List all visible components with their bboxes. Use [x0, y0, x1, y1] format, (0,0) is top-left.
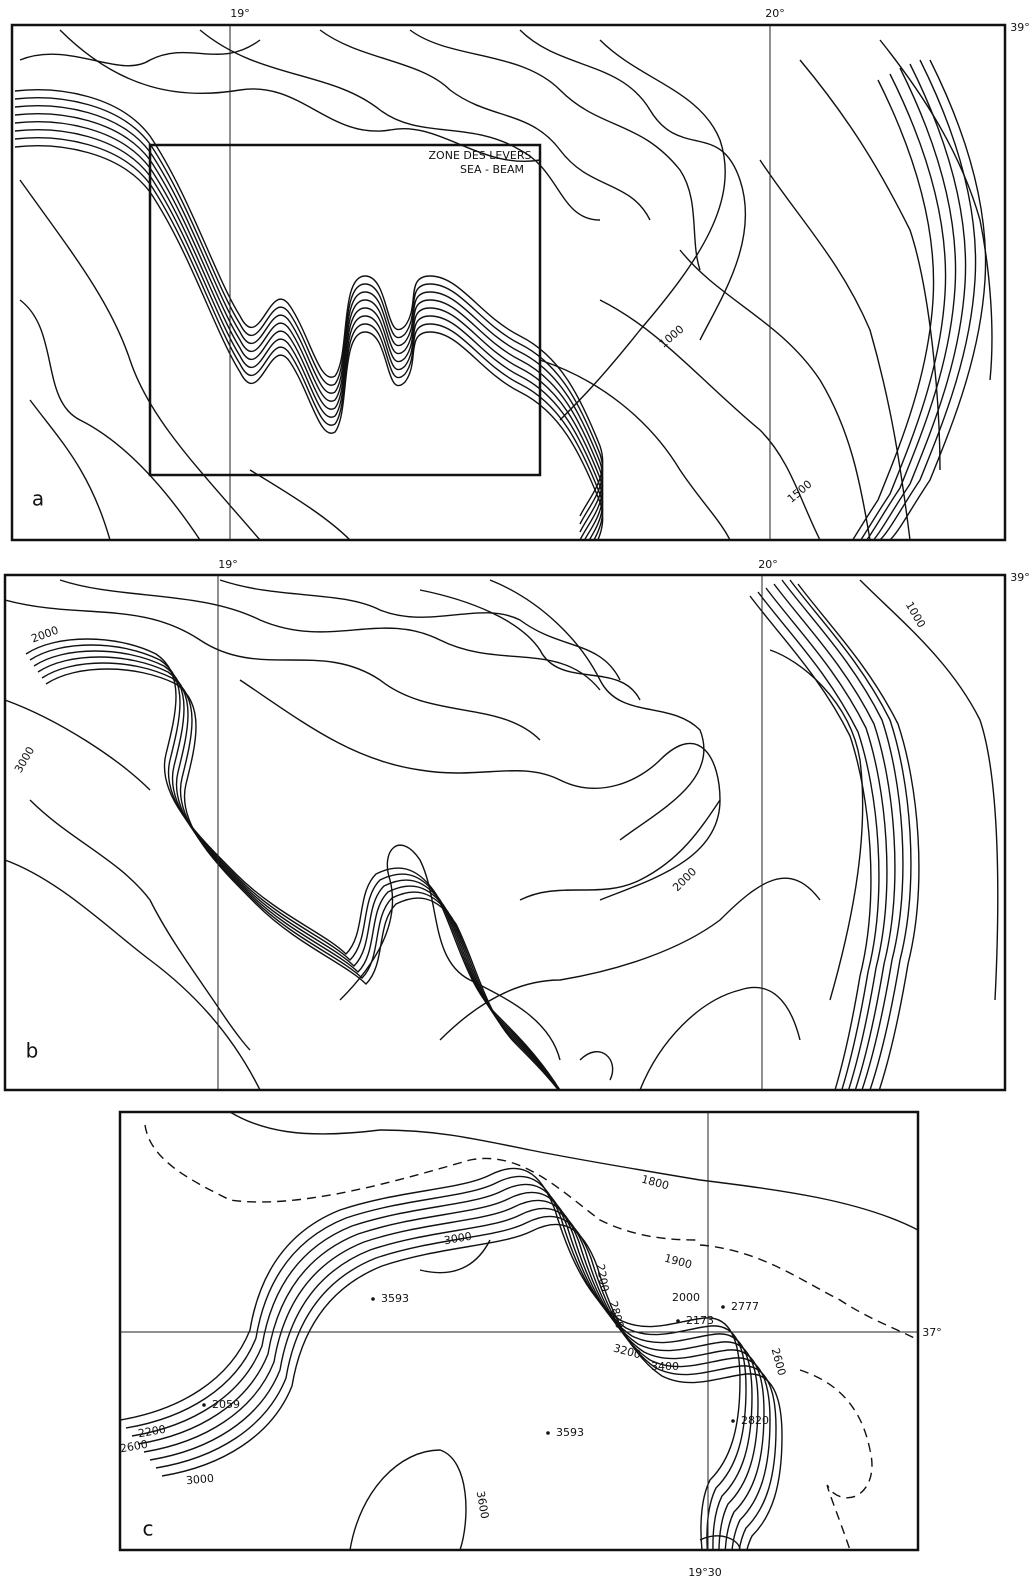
contour	[750, 596, 871, 1106]
spot-depth: 2059	[212, 1398, 240, 1411]
box-label: ZONE DES LEVERS	[429, 149, 532, 162]
contour-label: 3000	[12, 744, 37, 775]
panel-label: b	[26, 1039, 39, 1063]
contour	[790, 580, 911, 1090]
sounding-point	[721, 1305, 725, 1309]
panel-label: a	[32, 487, 44, 511]
contour	[540, 360, 730, 540]
sounding-point	[546, 1431, 550, 1435]
contour	[38, 657, 568, 1102]
contour-label: 2000	[672, 1291, 700, 1304]
longitude-label: 19°	[218, 558, 238, 571]
contour	[520, 800, 720, 900]
longitude-label: 20°	[765, 7, 785, 20]
panel-b-contours	[5, 580, 998, 1114]
panel-a-frame	[12, 25, 1005, 540]
contour	[880, 40, 992, 380]
latitude-label: 37°	[922, 1326, 942, 1339]
contour-label: 3400	[651, 1360, 679, 1373]
contour-label: 1900	[663, 1252, 693, 1272]
panel-label: c	[143, 1517, 154, 1541]
contour	[156, 1216, 776, 1581]
sounding-point	[371, 1297, 375, 1301]
contour	[520, 30, 745, 340]
longitude-label: 19°	[230, 7, 250, 20]
contour	[766, 588, 887, 1098]
contour-label: 2600	[119, 1438, 149, 1456]
latitude-label: 39°	[1010, 21, 1030, 34]
bathymetric-maps: 19° 20° 39° ZONE DES LEVERS SEA - BEAM 1…	[0, 0, 1036, 1581]
contour	[760, 160, 910, 540]
panel-a-contours	[15, 30, 992, 572]
contour	[350, 1450, 466, 1550]
spot-depth: 3593	[556, 1426, 584, 1439]
contour	[798, 584, 919, 1094]
contour	[600, 300, 820, 540]
spot-depths: 2173 2777 3593 2059 3593 2820	[202, 1292, 769, 1439]
spot-depth: 2173	[686, 1314, 714, 1327]
contour	[34, 651, 564, 1096]
contour	[700, 1245, 918, 1340]
contour	[580, 1052, 613, 1080]
contour-label: 3600	[474, 1490, 492, 1520]
contour	[838, 80, 934, 560]
contour	[20, 180, 260, 540]
contour	[490, 580, 704, 840]
contour	[30, 400, 110, 540]
contour	[60, 580, 600, 690]
contour	[782, 580, 903, 1090]
contour	[890, 60, 986, 540]
sounding-point	[202, 1403, 206, 1407]
contour	[46, 669, 576, 1114]
spot-depth: 3593	[381, 1292, 409, 1305]
panel-c-contours	[120, 1112, 918, 1581]
contour	[162, 1224, 782, 1581]
contour	[560, 40, 725, 420]
contour	[30, 645, 560, 1090]
contour	[42, 663, 572, 1108]
longitude-label: 20°	[758, 558, 778, 571]
contour	[770, 650, 863, 1000]
contour	[680, 250, 870, 540]
contour	[800, 1370, 872, 1550]
contour	[15, 122, 603, 548]
contour-label: 3000	[185, 1472, 214, 1487]
contour-label: 1000	[657, 323, 687, 351]
panel-c-frame	[120, 1112, 918, 1550]
survey-zone-box	[150, 145, 540, 475]
contour-label: 1500	[785, 478, 815, 506]
sounding-point	[731, 1419, 735, 1423]
contour	[220, 580, 620, 680]
contour	[800, 60, 940, 470]
contour	[5, 860, 260, 1090]
sounding-point	[676, 1319, 680, 1323]
contour	[640, 987, 800, 1090]
panel-b-frame	[5, 575, 1005, 1090]
contour	[145, 1125, 700, 1240]
contour	[20, 300, 200, 540]
longitude-label: 19°30	[688, 1566, 722, 1579]
contour-label: 1800	[640, 1173, 670, 1193]
contour	[320, 30, 650, 220]
contour	[860, 68, 956, 548]
spot-depth: 2820	[741, 1414, 769, 1427]
contour	[250, 470, 350, 540]
contour-label: 2000	[670, 865, 699, 894]
latitude-label: 39°	[1010, 571, 1030, 584]
spot-depth: 2777	[731, 1300, 759, 1313]
contour	[26, 639, 556, 1084]
contour	[20, 40, 260, 66]
contour	[30, 800, 250, 1050]
contour-label: 2600	[769, 1347, 789, 1377]
box-label: SEA - BEAM	[460, 163, 524, 176]
